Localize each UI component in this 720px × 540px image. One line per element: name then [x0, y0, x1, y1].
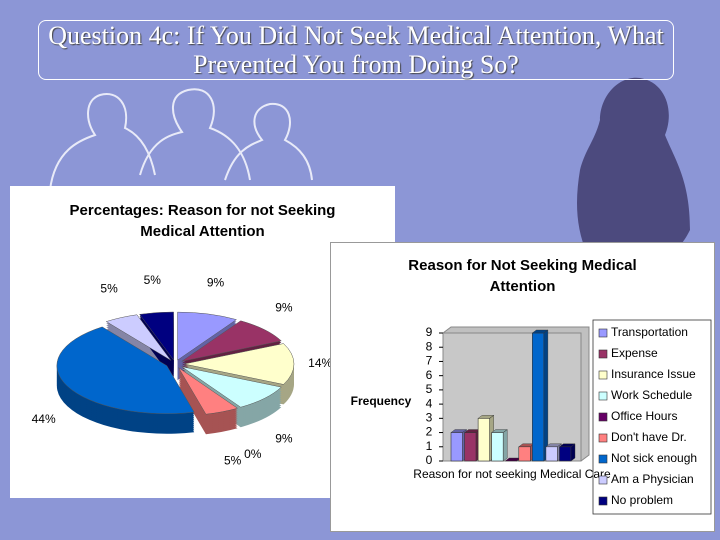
- legend-label: Am a Physician: [611, 472, 694, 486]
- slice: [178, 367, 239, 415]
- legend-swatch: [598, 454, 608, 464]
- legend-label: Work Schedule: [611, 388, 692, 402]
- legend-label: Don't have Dr.: [611, 430, 687, 444]
- pie-panel: Percentages: Reason for not Seeking Medi…: [10, 186, 395, 498]
- chart-title: Percentages: Reason for not Seeking Medi…: [69, 202, 336, 240]
- y-tick-label: 6: [426, 368, 433, 382]
- bar-top: [558, 443, 576, 462]
- slide-title: Question 4c: If You Did Not Seek Medical…: [38, 20, 674, 80]
- y-tick-label: 1: [426, 439, 433, 453]
- y-tick-label: 5: [426, 382, 433, 396]
- y-tick-label: 7: [426, 354, 433, 368]
- bar-panel: Reason for Not Seeking Medical Attention…: [330, 242, 715, 532]
- legend-swatch: [598, 475, 608, 485]
- x-axis-label: Reason for not seeking Medical Care: [413, 467, 611, 481]
- value-label: 44%: [32, 412, 56, 426]
- value-label: 5%: [144, 273, 162, 287]
- legend-label: Transportation: [611, 325, 688, 339]
- legend-box: [592, 319, 712, 515]
- slice: [177, 311, 238, 361]
- y-tick-label: 8: [426, 339, 433, 353]
- bar: [545, 446, 558, 462]
- legend-swatch: [598, 412, 608, 422]
- slice: [183, 343, 295, 385]
- bar: [450, 432, 463, 462]
- slice: [139, 311, 174, 361]
- legend-swatch: [598, 391, 608, 401]
- pie-chart: 9%9%14%9%0%5%44%5%5%: [32, 273, 333, 467]
- value-label: 5%: [100, 281, 118, 295]
- legend-swatch: [598, 433, 608, 443]
- legend-label: Insurance Issue: [611, 367, 696, 381]
- legend-swatch: [598, 349, 608, 359]
- slice: [181, 320, 282, 362]
- value-label: 9%: [275, 432, 293, 446]
- silhouette: [139, 88, 251, 181]
- silhouette: [49, 93, 156, 191]
- bar: [491, 432, 504, 462]
- legend-swatch: [598, 370, 608, 380]
- bar: [559, 446, 572, 462]
- silhouette: [224, 102, 313, 181]
- y-tick-label: 9: [426, 325, 433, 339]
- slice: [56, 326, 195, 414]
- value-label: 14%: [308, 356, 332, 370]
- value-label: 9%: [207, 276, 225, 290]
- slice: [105, 314, 172, 361]
- legend-label: Not sick enough: [611, 451, 697, 465]
- y-tick-label: 4: [426, 396, 433, 410]
- y-tick-label: 3: [426, 411, 433, 425]
- legend-label: No problem: [611, 493, 673, 507]
- bar-top: [491, 429, 508, 462]
- legend-label: Office Hours: [611, 409, 677, 423]
- silhouette: [577, 77, 690, 260]
- y-axis-label: Frequency: [351, 394, 412, 408]
- y-tick-label: 2: [426, 425, 433, 439]
- value-label: 5%: [224, 453, 242, 467]
- y-tick-label: 0: [426, 453, 433, 467]
- bar: [518, 446, 531, 462]
- legend-swatch: [598, 328, 608, 338]
- bar: [532, 332, 545, 462]
- legend-swatch: [598, 496, 608, 506]
- bar: [477, 418, 490, 462]
- legend-label: Expense: [611, 346, 658, 360]
- slice: [181, 366, 282, 408]
- value-label: 9%: [275, 301, 293, 315]
- value-label: 0%: [244, 447, 262, 461]
- bar: [464, 432, 477, 462]
- chart-title: Reason for Not Seeking Medical Attention: [408, 257, 637, 295]
